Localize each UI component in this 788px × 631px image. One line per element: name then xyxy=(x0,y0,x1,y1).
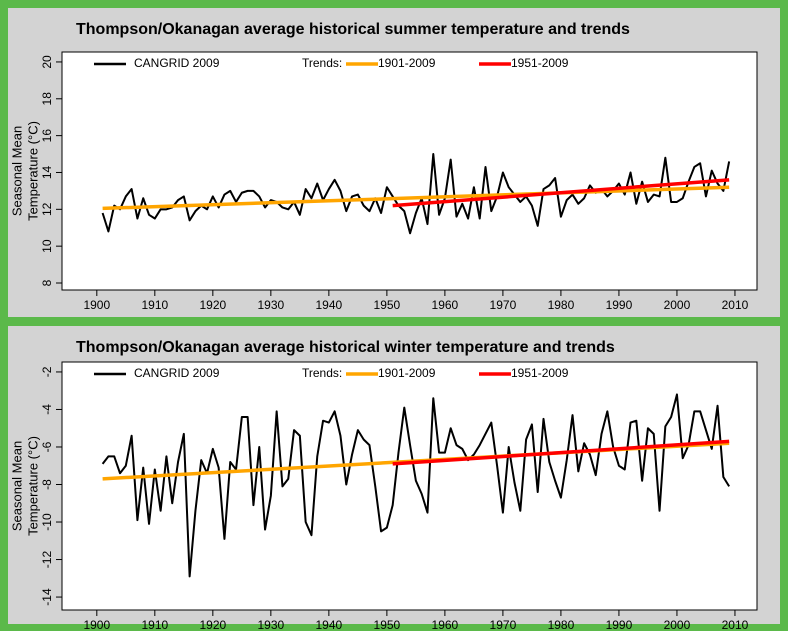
x-tick-label: 1960 xyxy=(432,618,459,631)
y-tick-label: 16 xyxy=(40,129,54,143)
x-tick-label: 1990 xyxy=(606,298,633,312)
x-tick-label: 2000 xyxy=(664,298,691,312)
y-axis-label: Seasonal Mean xyxy=(9,126,24,216)
legend-label: 1951-2009 xyxy=(511,56,569,70)
y-tick-label: 12 xyxy=(40,202,54,216)
x-tick-label: 1980 xyxy=(548,298,575,312)
x-tick-label: 1980 xyxy=(548,618,575,631)
x-tick-label: 2010 xyxy=(722,618,749,631)
chart-title: Thompson/Okanagan average historical win… xyxy=(76,339,615,356)
y-axis-label: Temperature (°C) xyxy=(25,121,40,221)
legend-label: 1901-2009 xyxy=(378,366,436,380)
y-tick-label: -2 xyxy=(40,366,54,377)
y-tick-label: -6 xyxy=(40,441,54,452)
x-tick-label: 1910 xyxy=(141,298,168,312)
trend-line xyxy=(102,185,730,211)
x-tick-label: 1920 xyxy=(199,618,226,631)
x-tick-label: 1910 xyxy=(141,618,168,631)
legend-label: CANGRID 2009 xyxy=(134,366,220,380)
x-tick-label: 1970 xyxy=(490,298,517,312)
plot-area xyxy=(61,361,758,611)
x-tick-label: 1930 xyxy=(257,298,284,312)
legend-label: CANGRID 2009 xyxy=(134,56,220,70)
x-tick-label: 2000 xyxy=(664,618,691,631)
x-tick-label: 1920 xyxy=(199,298,226,312)
x-tick-label: 1940 xyxy=(316,618,343,631)
y-tick-label: -10 xyxy=(40,513,54,531)
y-tick-label: 20 xyxy=(40,55,54,69)
legend-label: 1901-2009 xyxy=(378,56,436,70)
y-tick-label: -14 xyxy=(40,588,54,606)
x-tick-label: 1930 xyxy=(257,618,284,631)
x-tick-label: 1900 xyxy=(83,618,110,631)
legend-label: 1951-2009 xyxy=(511,366,569,380)
y-tick-label: -4 xyxy=(40,404,54,415)
x-tick-label: 2010 xyxy=(722,298,749,312)
y-tick-label: 10 xyxy=(40,239,54,253)
x-tick-label: 1900 xyxy=(83,298,110,312)
x-tick-label: 1990 xyxy=(606,618,633,631)
y-tick-label: -8 xyxy=(40,479,54,490)
x-tick-label: 1950 xyxy=(374,618,401,631)
x-tick-label: 1970 xyxy=(490,618,517,631)
legend-prefix: Trends: xyxy=(302,366,342,380)
chart-title: Thompson/Okanagan average historical sum… xyxy=(76,21,630,38)
x-tick-label: 1940 xyxy=(316,298,343,312)
y-tick-label: -12 xyxy=(40,551,54,569)
y-axis-label: Seasonal Mean xyxy=(9,441,24,531)
y-tick-label: 8 xyxy=(40,279,54,286)
data-line xyxy=(101,153,731,235)
x-tick-label: 1950 xyxy=(374,298,401,312)
trend-line xyxy=(392,439,730,466)
trend-line xyxy=(392,178,730,208)
y-axis-label: Temperature (°C) xyxy=(25,436,40,536)
y-tick-label: 14 xyxy=(40,165,54,179)
legend-prefix: Trends: xyxy=(302,56,342,70)
plot-area xyxy=(61,51,758,291)
x-tick-label: 1960 xyxy=(432,298,459,312)
y-tick-label: 18 xyxy=(40,92,54,106)
